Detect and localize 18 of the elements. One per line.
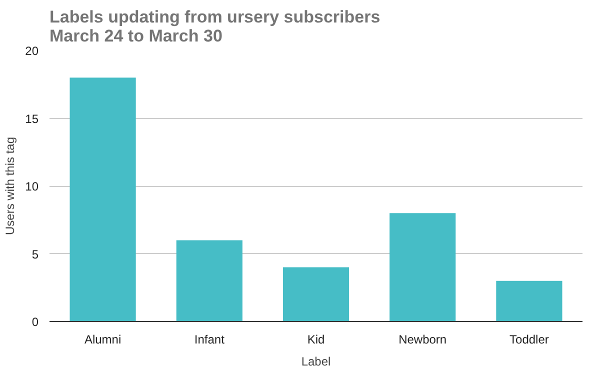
x-tick-label: Alumni [84, 332, 122, 346]
y-tick-label: 20 [25, 44, 39, 58]
bar [176, 240, 242, 322]
x-tick-label: Newborn [398, 332, 447, 346]
bar [390, 213, 456, 322]
chart-title: Labels updating from ursery subscribers March 24 to March 30 [50, 8, 380, 46]
bar [70, 78, 136, 322]
y-tick-label: 15 [25, 112, 39, 126]
bar [282, 267, 350, 322]
x-tick-label: Toddler [510, 332, 549, 346]
y-tick-label: 0 [32, 315, 39, 329]
y-tick-label: 5 [32, 247, 39, 262]
x-tick-label: Infant [194, 332, 226, 346]
x-tick-label: Kid [307, 332, 325, 346]
y-tick-label: 10 [25, 180, 39, 194]
x-axis-title: Label [301, 354, 331, 368]
y-axis-title: Users with this tag [3, 136, 18, 236]
bar [496, 280, 562, 322]
